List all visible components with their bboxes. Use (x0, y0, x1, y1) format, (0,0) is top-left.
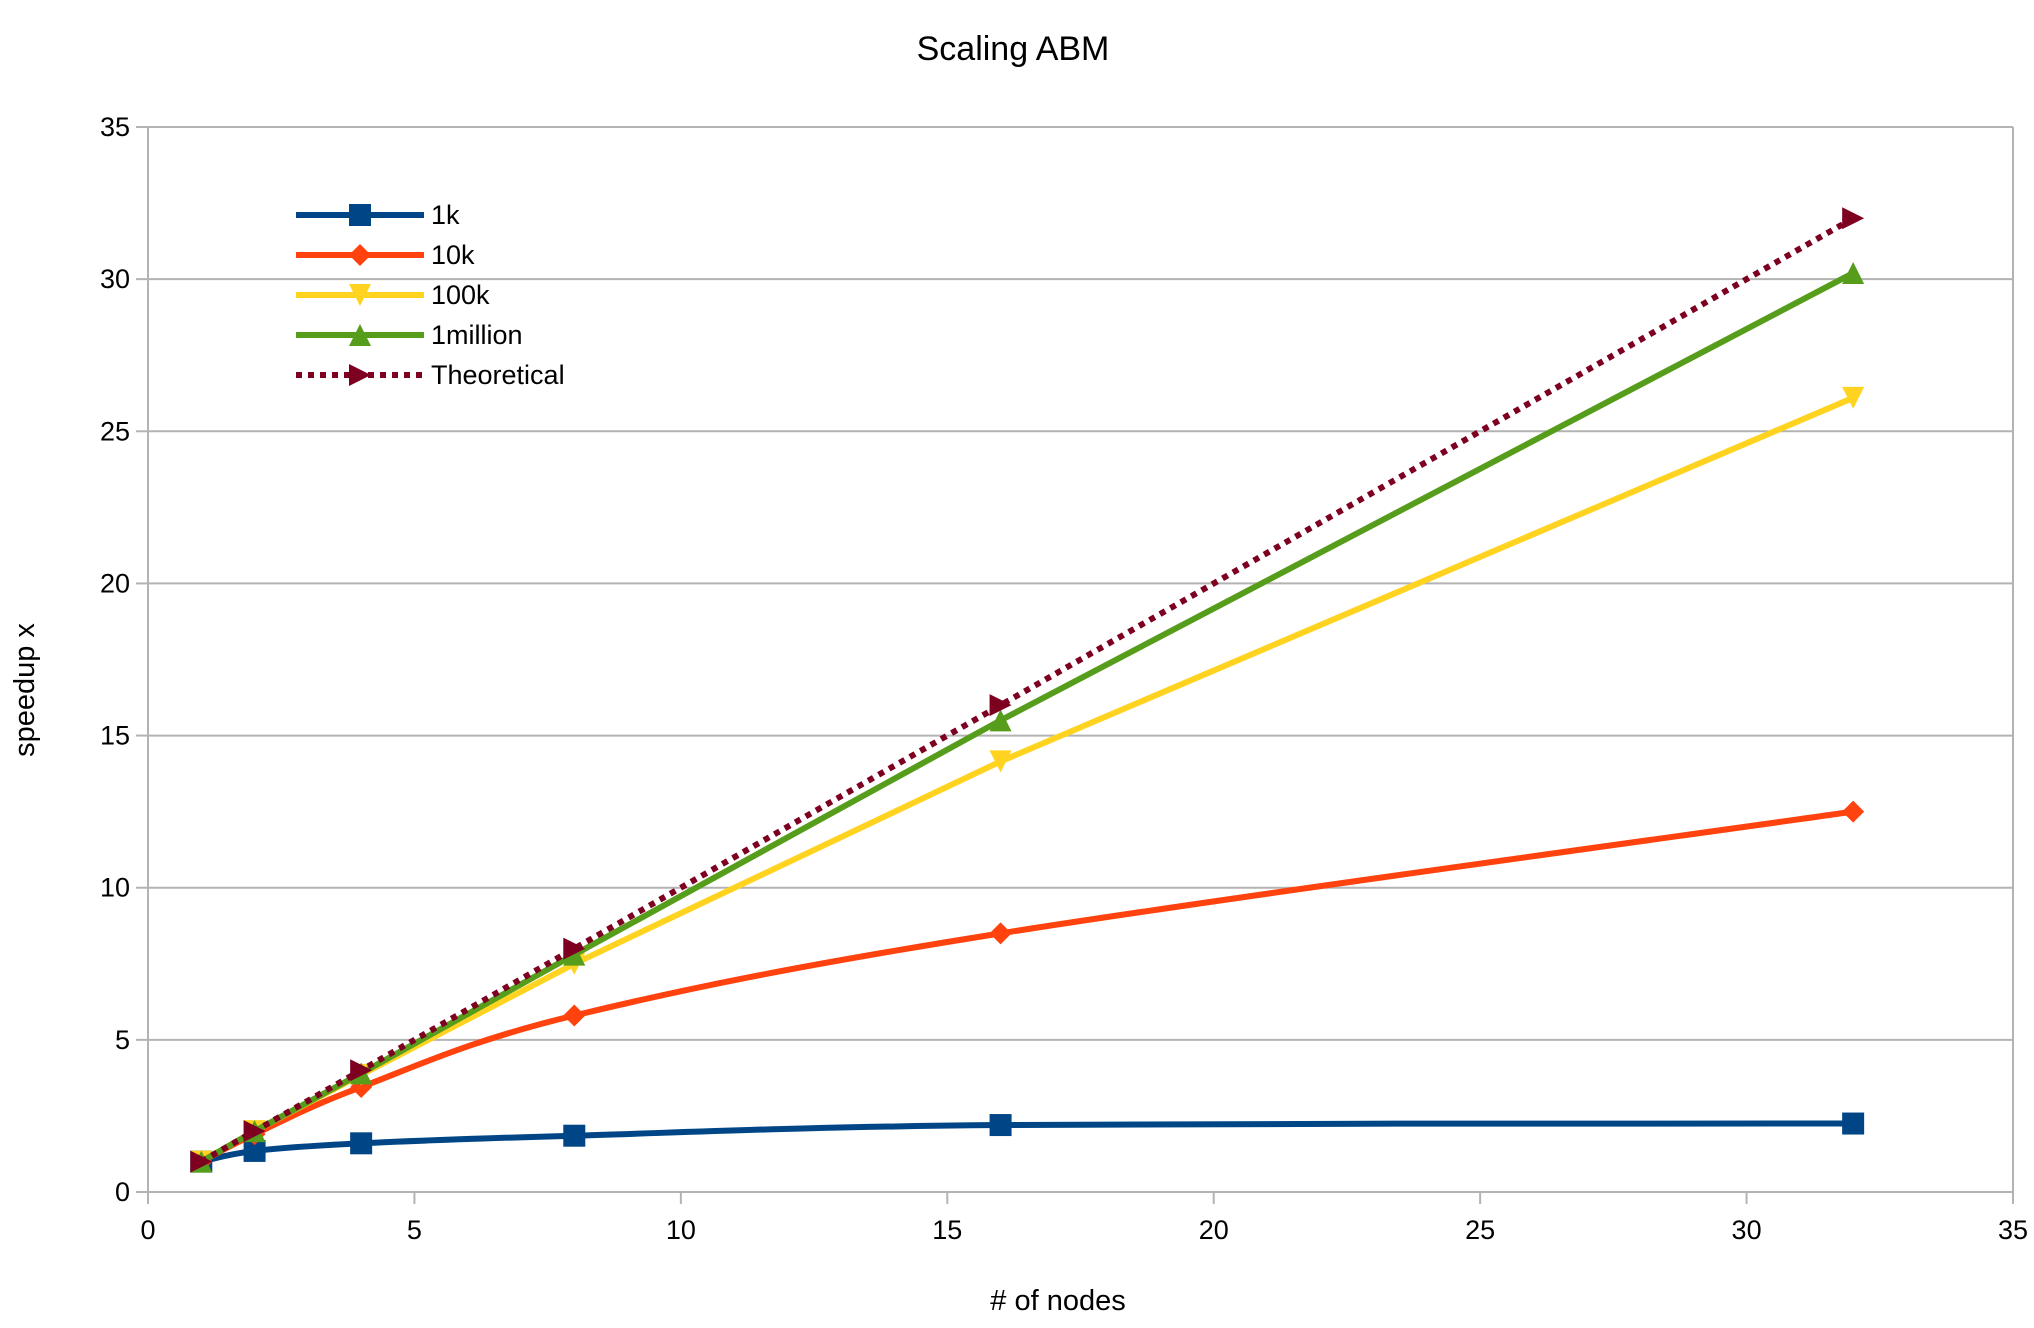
legend-entry: Theoretical (296, 360, 565, 390)
y-axis-ticks: 0 5 10 15 20 25 30 35 (100, 112, 130, 1207)
series-line (201, 812, 1853, 1162)
legend-entry: 1million (296, 320, 523, 350)
y-tick-label: 35 (100, 112, 130, 142)
legend-marker (349, 204, 371, 226)
series-line (201, 1124, 1853, 1162)
x-axis-ticks: 0 5 10 15 20 25 30 35 (140, 1215, 2028, 1245)
legend-marker (349, 364, 371, 386)
chart-title: Scaling ABM (917, 30, 1110, 68)
data-point (1842, 1113, 1864, 1135)
data-point (563, 1125, 585, 1147)
data-point (990, 1114, 1012, 1136)
data-point (1842, 387, 1864, 409)
data-point (990, 922, 1012, 944)
data-point (1842, 262, 1864, 284)
legend-label: 10k (431, 240, 475, 270)
legend-label: 100k (431, 280, 490, 310)
legend: 1k 10k 100k 1million Theoretical (296, 200, 565, 390)
series-line (201, 398, 1853, 1162)
x-tick-label: 25 (1465, 1215, 1495, 1245)
legend-entry: 10k (296, 240, 475, 270)
x-tick-label: 35 (1998, 1215, 2028, 1245)
x-axis-label: # of nodes (990, 1285, 1125, 1317)
x-tick-label: 20 (1199, 1215, 1229, 1245)
x-tick-label: 30 (1732, 1215, 1762, 1245)
data-point (1842, 207, 1864, 229)
series-10k (190, 801, 1864, 1173)
legend-label: 1million (431, 320, 523, 350)
data-point (990, 750, 1012, 772)
y-tick-label: 25 (100, 416, 130, 446)
y-tick-label: 30 (100, 264, 130, 294)
legend-label: 1k (431, 200, 460, 230)
y-tick-label: 0 (115, 1177, 130, 1207)
series-group (190, 207, 1864, 1172)
y-tick-label: 20 (100, 568, 130, 598)
x-tick-label: 0 (140, 1215, 155, 1245)
legend-entry: 1k (296, 200, 460, 230)
y-tick-label: 15 (100, 721, 130, 751)
x-tick-label: 5 (407, 1215, 422, 1245)
legend-marker (349, 244, 371, 266)
data-point (1842, 801, 1864, 823)
y-tick-label: 10 (100, 873, 130, 903)
y-axis-label: speedup x (9, 623, 41, 757)
legend-entry: 100k (296, 280, 490, 310)
x-tick-label: 10 (666, 1215, 696, 1245)
chart: Scaling ABM 0 5 10 15 20 25 30 35 0 5 10 15 20 25 30 3… (0, 0, 2034, 1328)
data-point (350, 1132, 372, 1154)
y-tick-label: 5 (115, 1025, 130, 1055)
x-tick-label: 15 (932, 1215, 962, 1245)
series-1k (190, 1113, 1864, 1173)
legend-label: Theoretical (431, 360, 565, 390)
data-point (563, 1005, 585, 1027)
